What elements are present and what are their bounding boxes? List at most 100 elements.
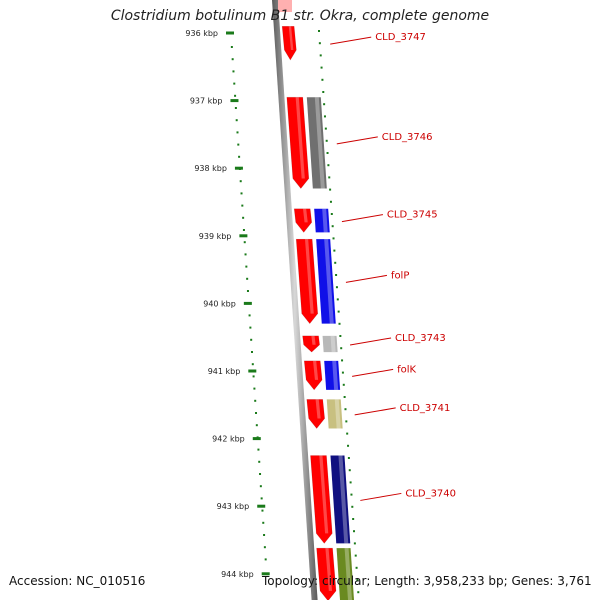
guide-dot [354, 554, 357, 557]
gene-label-leader [360, 492, 402, 501]
guide-dot [355, 566, 358, 569]
ruler-dot [257, 448, 260, 451]
ruler-dot [264, 558, 267, 561]
gene-arrow[interactable] [293, 208, 313, 233]
ruler-dot [250, 351, 253, 353]
cog-bar-shine [330, 335, 336, 353]
guide-dot [336, 298, 339, 301]
cog-category-bar[interactable] [306, 97, 327, 189]
gene-arrow[interactable] [310, 455, 333, 544]
topology-text: Topology: circular; Length: 3,958,233 bp… [262, 574, 592, 588]
cog-category-bar[interactable] [336, 548, 355, 601]
guide-dot [322, 91, 325, 93]
gene-arrow[interactable] [303, 360, 323, 391]
gene-arrow[interactable] [286, 96, 310, 189]
gene-label[interactable]: CLD_3746 [382, 132, 433, 143]
guide-dot [347, 444, 350, 447]
ruler-dot [230, 46, 233, 48]
guide-dot [321, 78, 324, 81]
ruler-dot [254, 399, 257, 402]
ruler-tick-label: 942 kbp [212, 435, 245, 444]
genome-backbone [272, 0, 318, 600]
ruler-dot [250, 338, 253, 341]
guide-dot [347, 457, 350, 459]
ruler-dot [260, 497, 263, 500]
gene-arrow[interactable] [302, 335, 320, 353]
ruler-dot [244, 253, 247, 256]
ruler-dot [252, 375, 255, 378]
ruler-dot [246, 277, 249, 280]
cog-category-bar[interactable] [330, 455, 351, 544]
ruler-dot [263, 534, 266, 536]
gene-arrow-shine [304, 239, 314, 314]
accession-text: Accession: NC_010516 [9, 574, 146, 588]
gene-arrow[interactable] [316, 547, 337, 602]
gene-arrow[interactable] [295, 238, 319, 325]
gene-arrow-shine [325, 548, 333, 591]
gene-arrow[interactable] [281, 25, 297, 61]
gene-arrow[interactable] [306, 399, 325, 429]
ruler-dot [240, 192, 243, 195]
cog-category-bar[interactable] [316, 239, 336, 324]
guide-dot [341, 359, 344, 362]
guide-dot [329, 200, 332, 203]
ruler-tick [261, 572, 270, 576]
gene-label[interactable]: CLD_3741 [400, 403, 451, 414]
cog-category-bar[interactable] [314, 208, 330, 233]
ruler-dot [242, 216, 245, 219]
ruler-tick-label: 936 kbp [185, 29, 218, 38]
ruler-tick-label: 939 kbp [199, 232, 232, 241]
ruler-dot [258, 460, 261, 463]
guide-dot [328, 176, 331, 179]
guide-dot [348, 469, 351, 472]
map-title: Clostridium botulinum B1 str. Okra, comp… [110, 8, 490, 24]
guide-dot [349, 481, 352, 484]
kbp-ruler: 936 kbp 937 kbp 938 kbp 939 kbp 940 kbp 941 k… [185, 29, 360, 594]
ruler-dot [236, 131, 239, 134]
ruler-dot [238, 155, 241, 158]
gene-arrow-shine [295, 97, 305, 179]
guide-dot [352, 518, 355, 520]
cog-category-bar[interactable] [322, 335, 338, 353]
ruler-dot [237, 143, 240, 146]
ruler-tick [230, 99, 239, 103]
gene-label-leader [345, 274, 388, 283]
ruler-dot [243, 241, 246, 244]
ruler-dot [248, 314, 251, 317]
guide-dot [341, 371, 344, 374]
gene-label[interactable]: CLD_3743 [395, 333, 446, 344]
ruler-dot [234, 94, 237, 97]
ruler-tick-label: 940 kbp [203, 299, 236, 308]
gene-label-leader [352, 368, 394, 377]
ruler-tick [226, 31, 234, 35]
gene-arrow-shine [315, 399, 321, 419]
ruler-tick [252, 437, 261, 441]
gene-label[interactable]: folK [397, 364, 416, 375]
ruler-dot [245, 265, 248, 268]
ruler-dot [232, 70, 235, 73]
guide-dot [320, 66, 323, 69]
gene-labels: CLD_3747 CLD_3746 CLD_3745 folP CLD_3743 folK… [330, 32, 456, 501]
gene-track [278, 0, 355, 602]
gene-arrow-shine [313, 360, 319, 380]
ruler-tick [243, 301, 252, 305]
guide-dot [335, 274, 338, 276]
guide-dot [318, 30, 320, 32]
gene-label-leader [354, 407, 396, 416]
guide-dot [332, 237, 335, 240]
guide-dot [351, 505, 354, 508]
gene-arrow-shine [288, 26, 294, 51]
gene-label[interactable]: CLD_3745 [387, 210, 438, 221]
ruler-dot [255, 412, 258, 414]
gene-label[interactable]: folP [391, 270, 409, 281]
gene-label-leader [330, 36, 372, 45]
cog-category-bar[interactable] [326, 399, 343, 429]
guide-dot [323, 115, 326, 118]
cog-bar-shine [332, 360, 339, 390]
gene-label[interactable]: CLD_3740 [405, 488, 456, 499]
gene-label[interactable]: CLD_3747 [375, 32, 426, 43]
guide-dot [326, 152, 329, 154]
ruler-dot [251, 363, 254, 366]
cog-category-bar[interactable] [324, 360, 341, 390]
